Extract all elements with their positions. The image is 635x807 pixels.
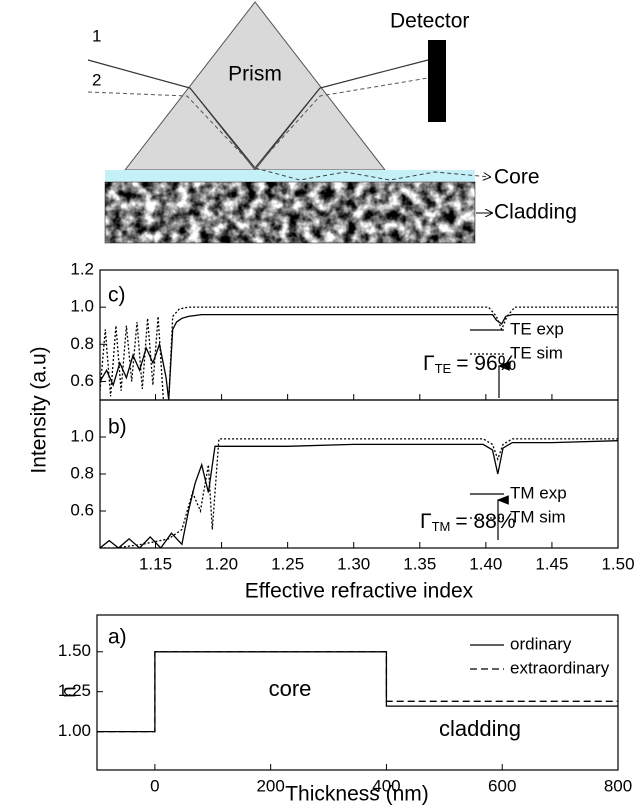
y-tick-label: 0.8 — [70, 334, 94, 353]
prism-label: Prism — [228, 63, 282, 86]
y-tick-label: 1.2 — [70, 259, 94, 278]
x-tick-label: 0 — [150, 776, 159, 795]
page: {"diagram": {"labels": {"detector": "Det… — [0, 0, 635, 807]
gamma-symbol: Γ — [420, 510, 432, 533]
panel-label: a) — [108, 626, 127, 649]
x-tick-label: 1.25 — [271, 554, 304, 573]
region-label: cladding — [439, 716, 521, 741]
legend-label: extraordinary — [510, 658, 610, 677]
region-label: core — [269, 676, 312, 701]
gamma-symbol: Γ — [423, 352, 435, 375]
core-layer — [105, 170, 475, 182]
detector — [428, 40, 446, 122]
gamma-subscript: TM — [432, 519, 451, 534]
y-tick-label: 0.6 — [70, 371, 94, 390]
x-tick-label: 800 — [604, 776, 632, 795]
gamma-value: = 96% — [456, 352, 516, 375]
x-tick-label: 1.15 — [139, 554, 172, 573]
prism — [125, 2, 385, 170]
y-tick-label: 0.6 — [70, 500, 94, 519]
x-tick-label: 1.20 — [205, 554, 238, 573]
panel-label: b) — [108, 416, 127, 439]
gamma-value: = 88% — [455, 510, 515, 533]
beam-label: 2 — [92, 70, 101, 89]
x-tick-label: 1.30 — [337, 554, 370, 573]
y-tick-label: 1.50 — [58, 641, 91, 660]
x-tick-label: 200 — [256, 776, 284, 795]
gamma-annotation: ΓTM = 88% — [420, 510, 516, 535]
x-tick-label: 600 — [488, 776, 516, 795]
x-tick-label: 1.40 — [469, 554, 502, 573]
x-axis-label: Effective refractive index — [245, 580, 474, 603]
y-axis-label: Intensity (a.u) — [28, 346, 51, 473]
gamma-subscript: TE — [435, 361, 452, 376]
figure: Detector 1 2 Prism Core Cladding 0.6 0.8 1… — [0, 0, 635, 807]
x-tick-label: 1.45 — [535, 554, 568, 573]
body: Detector 1 2 Prism Core Cladding 0.6 0.8 1… — [0, 0, 635, 807]
legend-label: ordinary — [510, 634, 572, 653]
gamma-annotation: ΓTE = 96% — [423, 352, 516, 377]
beam-label: 1 — [92, 26, 101, 45]
legend-label: TM sim — [510, 507, 566, 526]
cladding-texture — [105, 182, 475, 243]
x-tick-label: 1.35 — [403, 554, 436, 573]
cladding-label: Cladding — [494, 201, 577, 224]
x-tick-label: 1.50 — [601, 554, 634, 573]
legend-label: TE exp — [510, 319, 564, 338]
panel-label: c) — [108, 284, 126, 307]
y-tick-label: 1.0 — [70, 426, 94, 445]
y-tick-label: 1.00 — [58, 721, 91, 740]
legend-label: TE sim — [510, 343, 563, 362]
prism-diagram: Detector 1 2 Prism Core Cladding — [88, 2, 577, 243]
y-tick-label: 0.8 — [70, 463, 94, 482]
legend-label: TM exp — [510, 483, 567, 502]
detector-label: Detector — [390, 10, 469, 33]
y-axis-label: n — [58, 686, 81, 698]
x-axis-label: Thickness (nm) — [285, 783, 429, 806]
y-tick-label: 1.0 — [70, 297, 94, 316]
core-label: Core — [494, 166, 540, 189]
